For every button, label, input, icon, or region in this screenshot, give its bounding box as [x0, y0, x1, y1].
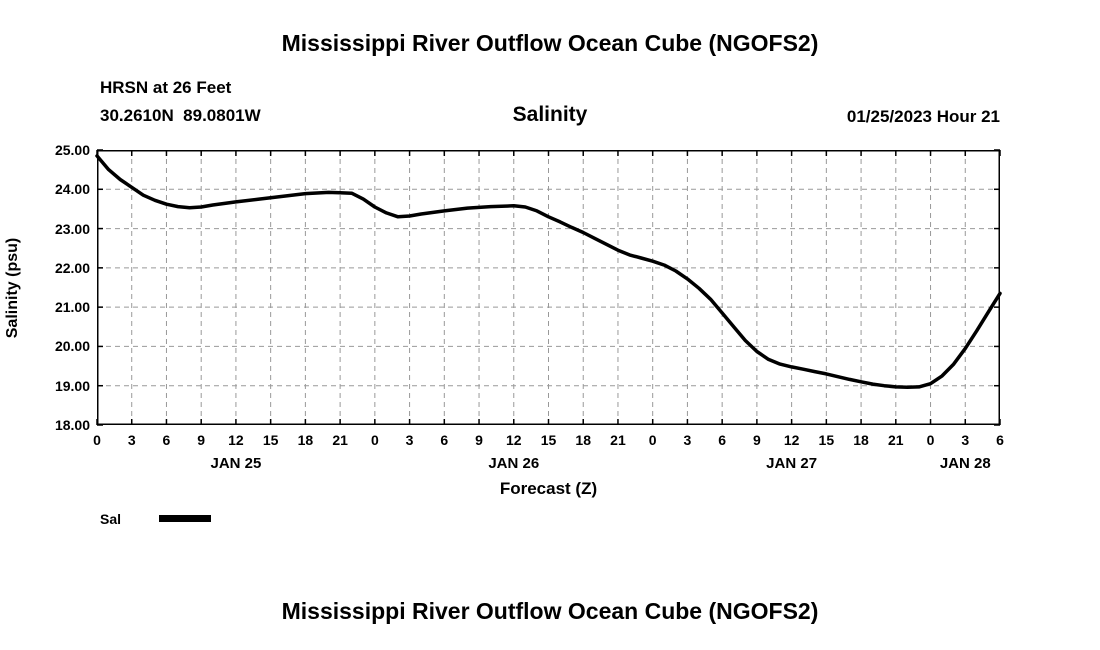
- station-label: HRSN at 26 Feet: [100, 78, 232, 97]
- x-tick-label: 18: [297, 432, 314, 448]
- page-title: Mississippi River Outflow Ocean Cube (NG…: [281, 30, 819, 56]
- legend-label: Sal: [100, 510, 122, 527]
- x-tick-label: 3: [127, 432, 136, 448]
- x-tick-label: 3: [961, 432, 970, 448]
- x-tick-label: 21: [888, 432, 904, 448]
- chart-title: Salinity: [512, 103, 588, 126]
- x-tick-label: 18: [575, 432, 591, 448]
- x-tick-label: 21: [610, 432, 626, 448]
- x-tick-label: 9: [752, 432, 761, 448]
- day-label: JAN 27: [766, 455, 818, 472]
- day-label: JAN 25: [210, 455, 262, 472]
- datetime-label: 01/25/2023 Hour 21: [846, 107, 1000, 126]
- salinity-line-chart: [95, 149, 1002, 426]
- y-tick-label: 21.00: [54, 299, 90, 316]
- x-tick-label: 12: [783, 432, 800, 448]
- x-tick-label: 6: [718, 432, 727, 448]
- second-page-title: Mississippi River Outflow Ocean Cube (NG…: [281, 598, 819, 624]
- y-tick-label: 18.00: [54, 417, 90, 433]
- x-tick-label: 12: [228, 432, 244, 448]
- salinity-series-line: [95, 154, 1002, 390]
- x-tick-label: 21: [332, 432, 348, 448]
- x-tick-label: 9: [197, 432, 206, 448]
- y-axis-label: Salinity (psu): [4, 237, 21, 339]
- x-tick-label: 6: [440, 432, 449, 448]
- chart-canvas: [95, 149, 1002, 426]
- legend-line-swatch: [159, 515, 212, 523]
- day-label: JAN 28: [939, 455, 991, 472]
- day-label: JAN 26: [488, 455, 540, 472]
- y-tick-label: 25.00: [54, 142, 90, 158]
- y-tick-label: 20.00: [54, 338, 90, 355]
- x-tick-label: 15: [540, 432, 557, 448]
- x-tick-label: 15: [818, 432, 835, 448]
- x-tick-label: 9: [475, 432, 483, 448]
- x-tick-label: 3: [405, 432, 414, 448]
- x-tick-label: 0: [370, 432, 379, 448]
- x-tick-label: 0: [926, 432, 935, 448]
- x-tick-label: 6: [162, 432, 171, 448]
- x-tick-label: 0: [648, 432, 657, 448]
- x-tick-label: 12: [505, 432, 522, 448]
- x-tick-label: 18: [853, 432, 869, 448]
- legend: Sal: [100, 510, 212, 530]
- y-tick-label: 19.00: [54, 377, 90, 394]
- x-tick-label: 15: [262, 432, 279, 448]
- x-tick-label: 0: [93, 432, 101, 448]
- x-tick-label: 3: [683, 432, 692, 448]
- y-tick-label: 24.00: [54, 181, 90, 198]
- x-tick-label: 6: [996, 432, 1004, 448]
- x-axis-label: Forecast (Z): [499, 479, 598, 498]
- y-tick-label: 23.00: [54, 220, 90, 237]
- coordinates-label: 30.2610N 89.0801W: [100, 106, 261, 125]
- y-tick-label: 22.00: [54, 259, 90, 276]
